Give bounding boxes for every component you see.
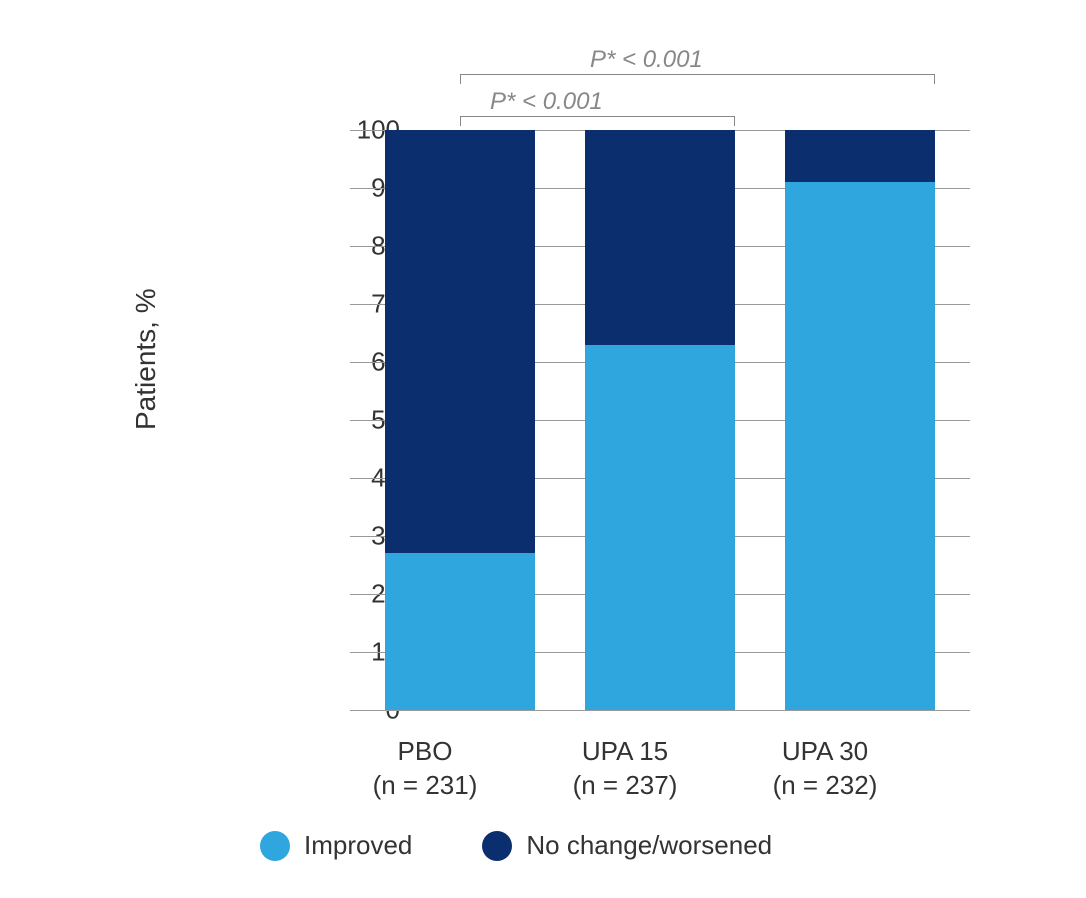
pvalue-label-inner: PP* < 0.001* < 0.001 — [490, 88, 603, 116]
legend-dot-improved — [260, 831, 290, 861]
x-tick-pbo: PBO (n = 231) — [335, 735, 515, 803]
bar-pbo-nochange — [385, 130, 535, 553]
bar-upa15-nochange — [585, 130, 735, 345]
bar-upa30-nochange — [785, 130, 935, 182]
pvalue-label-outer: PP* < 0.001* < 0.001 — [590, 46, 703, 74]
legend-label-improved: Improved — [304, 830, 412, 861]
stacked-bar-chart: Patients, % PP* < 0.001* < 0.001 PP* < 0… — [160, 40, 1040, 860]
y-axis-label: Patients, % — [130, 288, 162, 430]
pvalue-bracket-outer — [460, 74, 935, 75]
pvalue-bracket-inner — [460, 116, 735, 117]
bar-upa15-improved — [585, 345, 735, 710]
x-tick-upa15: UPA 15 (n = 237) — [535, 735, 715, 803]
x-tick-upa30: UPA 30 (n = 232) — [735, 735, 915, 803]
bar-pbo — [385, 130, 535, 710]
legend-label-nochange: No change/worsened — [526, 830, 772, 861]
legend-dot-nochange — [482, 831, 512, 861]
legend-item-nochange: No change/worsened — [482, 830, 772, 861]
gridline — [350, 710, 970, 711]
bar-pbo-improved — [385, 553, 535, 710]
bar-upa30 — [785, 130, 935, 710]
bar-upa30-improved — [785, 182, 935, 710]
legend: Improved No change/worsened — [260, 830, 772, 861]
legend-item-improved: Improved — [260, 830, 412, 861]
plot-area — [350, 130, 970, 710]
bar-upa15 — [585, 130, 735, 710]
